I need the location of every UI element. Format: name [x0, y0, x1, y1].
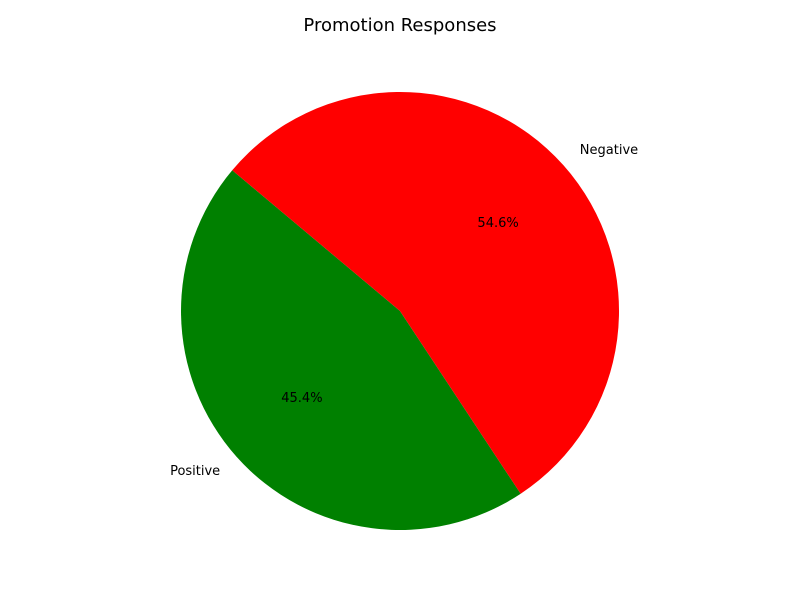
- slice-label-negative: Negative: [580, 143, 638, 158]
- slice-percent-positive: 45.4%: [281, 391, 322, 406]
- slice-percent-negative: 54.6%: [477, 216, 518, 231]
- pie-slice-negative: [232, 91, 620, 494]
- pie-labels: Positive 45.4% Negative 54.6%: [170, 143, 638, 479]
- slice-label-positive: Positive: [170, 464, 220, 479]
- pie-slice-positive: [181, 170, 521, 530]
- pie-slices: [181, 91, 620, 530]
- chart-title: Promotion Responses: [303, 15, 496, 36]
